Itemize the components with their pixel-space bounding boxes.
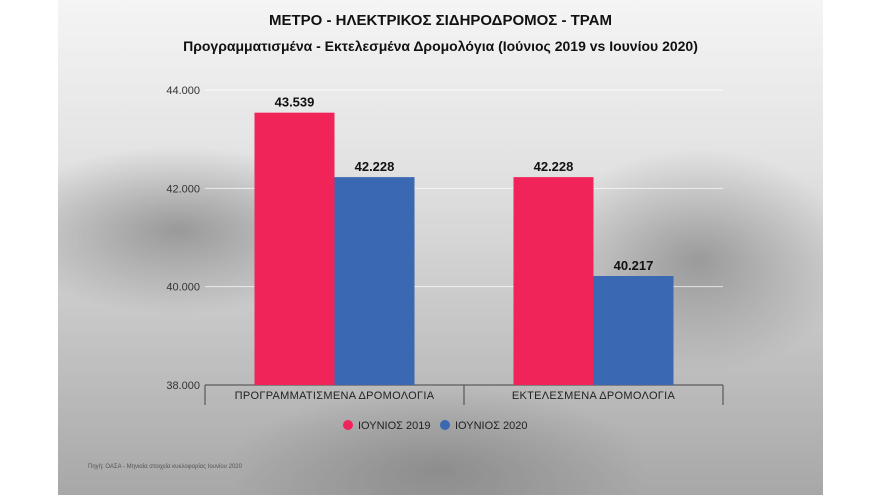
y-tick-label: 44.000: [166, 85, 200, 97]
data-label: 42.228: [534, 159, 574, 174]
data-label: 40.217: [614, 258, 654, 273]
source-note: Πηγή: ΟΑΣΑ - Μηνιαία στοιχεία κυκλοφορία…: [88, 464, 242, 470]
chart-title: ΜΕΤΡΟ - ΗΛΕΚΤΡΙΚΟΣ ΣΙΔΗΡΟΔΡΟΜΟΣ - ΤΡΑΜ: [268, 12, 613, 29]
right-margin: [823, 0, 880, 495]
blurred-background-photo: [58, 0, 823, 495]
bar: [513, 177, 594, 385]
x-tick-label: ΕΚΤΕΛΕΣΜΕΝΑ ΔΡΟΜΟΛΟΓΙΑ: [512, 390, 676, 402]
chart-subtitle: Προγραμματισμένα - Εκτελεσμένα Δρομολόγι…: [183, 38, 698, 54]
legend-marker: [343, 420, 353, 430]
left-margin: [0, 0, 58, 495]
y-tick-label: 40.000: [166, 282, 200, 294]
data-label: 43.539: [275, 95, 315, 110]
bar: [254, 112, 335, 385]
bar: [593, 275, 674, 385]
y-tick-label: 42.000: [166, 183, 200, 195]
bar: [334, 177, 415, 385]
legend-entry: ΙΟΥΝΙΟΣ 2019: [358, 420, 430, 432]
x-tick-label: ΠΡΟΓΡΑΜΜΑΤΙΣΜΕΝΑ ΔΡΟΜΟΛΟΓΙΑ: [235, 390, 435, 402]
y-tick-label: 38.000: [166, 380, 200, 392]
legend-marker: [440, 420, 450, 430]
background-overlay: [58, 0, 823, 495]
legend-entry: ΙΟΥΝΙΟΣ 2020: [455, 420, 527, 432]
data-label: 42.228: [355, 159, 395, 174]
